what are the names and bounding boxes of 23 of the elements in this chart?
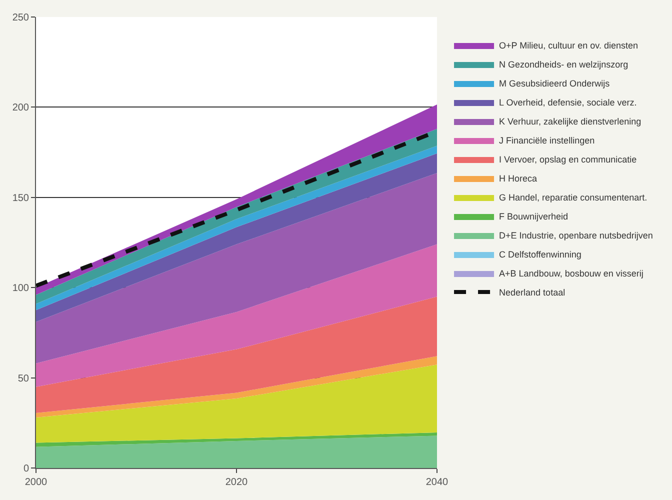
y-tick-label: 100	[12, 283, 30, 294]
legend-label: N Gezondheids- en welzijnszorg	[499, 60, 628, 70]
y-tick-label: 0	[23, 464, 30, 474]
x-tick-label: 2040	[426, 477, 449, 488]
legend-label: F Bouwnijverheid	[499, 212, 568, 222]
legend-label: G Handel, reparatie consumentenart.	[499, 192, 648, 203]
legend-label: K Verhuur, zakelijke dienstverlening	[499, 116, 642, 127]
legend-label: I Vervoer, opslag en communicatie	[499, 154, 637, 165]
x-tick-label: 2020	[225, 477, 248, 488]
legend-label: O+P Milieu, cultuur en ov. diensten	[499, 40, 638, 51]
x-tick-label: 2000	[24, 477, 48, 488]
legend-label: J Financiële instellingen	[499, 136, 595, 146]
legend-label: A+B Landbouw, bosbouw en visserij	[499, 268, 644, 279]
y-tick-label: 50	[18, 373, 30, 384]
legend-label: D+E Industrie, openbare nutsbedrijven	[499, 230, 653, 241]
legend-label: Nederland totaal	[499, 288, 566, 298]
legend-label: C Delfstoffenwinning	[499, 250, 582, 260]
legend-label: M Gesubsidieerd Onderwijs	[499, 78, 610, 89]
y-tick-label: 250	[12, 12, 30, 24]
legend-label: L Overheid, defensie, sociale verz.	[499, 98, 637, 108]
legend-label: H Horeca	[499, 174, 538, 184]
y-tick-label: 150	[12, 192, 30, 204]
y-tick-label: 200	[12, 102, 30, 114]
